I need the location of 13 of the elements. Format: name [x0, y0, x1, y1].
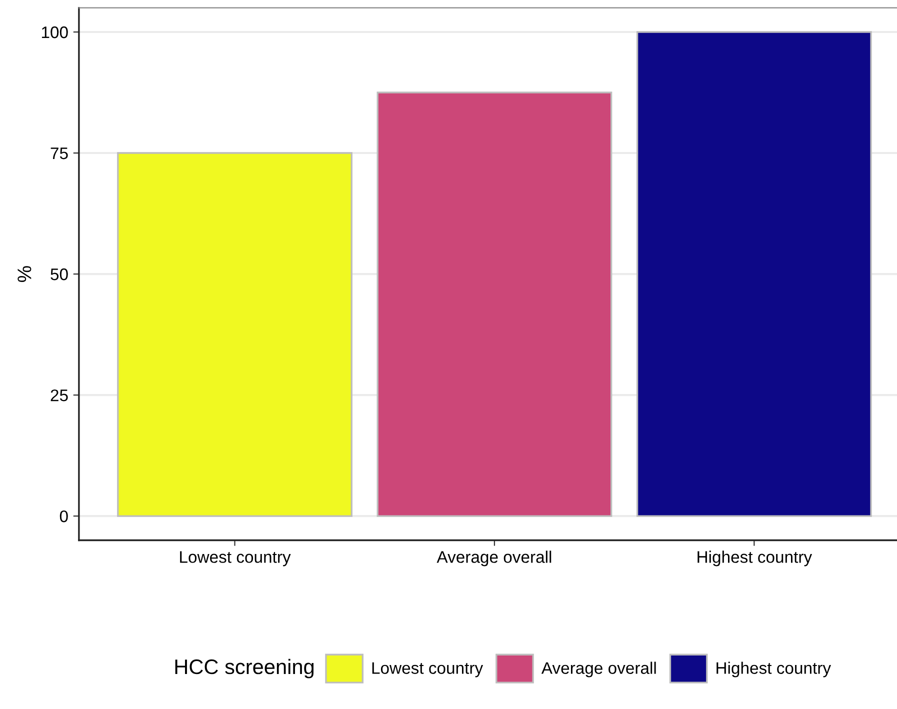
y-tick-label: 100 [42, 26, 68, 38]
y-tick-label: 75 [50, 148, 68, 160]
y-axis-title: % [18, 266, 32, 282]
y-tick-label: 25 [50, 389, 68, 402]
x-tick-label: Highest country [698, 550, 812, 566]
y-tick-label: 50 [50, 268, 68, 280]
x-tick-label: Lowest country [180, 551, 291, 566]
x-tick-label: Average overall [436, 550, 552, 566]
legend-label: Lowest country [372, 662, 484, 678]
legend-label: Average overall [541, 662, 656, 678]
y-tick-label: 0 [60, 510, 68, 522]
legend-label: Highest country [716, 662, 831, 678]
legend-title: HCC screening [175, 658, 314, 678]
